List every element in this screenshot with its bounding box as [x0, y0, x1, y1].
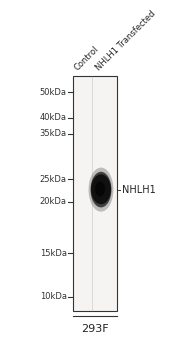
Text: Control: Control [72, 44, 100, 72]
Ellipse shape [91, 174, 111, 204]
Text: 10kDa: 10kDa [40, 293, 67, 301]
Text: 15kDa: 15kDa [40, 249, 67, 258]
Text: NHLH1 Transfected: NHLH1 Transfected [94, 9, 157, 72]
Ellipse shape [90, 172, 111, 208]
Ellipse shape [95, 181, 105, 197]
Text: 20kDa: 20kDa [40, 197, 67, 206]
Text: 25kDa: 25kDa [40, 175, 67, 183]
Bar [73, 76, 117, 312]
Text: 35kDa: 35kDa [40, 129, 67, 138]
Text: 40kDa: 40kDa [40, 113, 67, 122]
Ellipse shape [89, 168, 114, 212]
Text: 50kDa: 50kDa [40, 88, 67, 97]
Text: 293F: 293F [81, 324, 109, 334]
Text: NHLH1: NHLH1 [122, 186, 156, 195]
